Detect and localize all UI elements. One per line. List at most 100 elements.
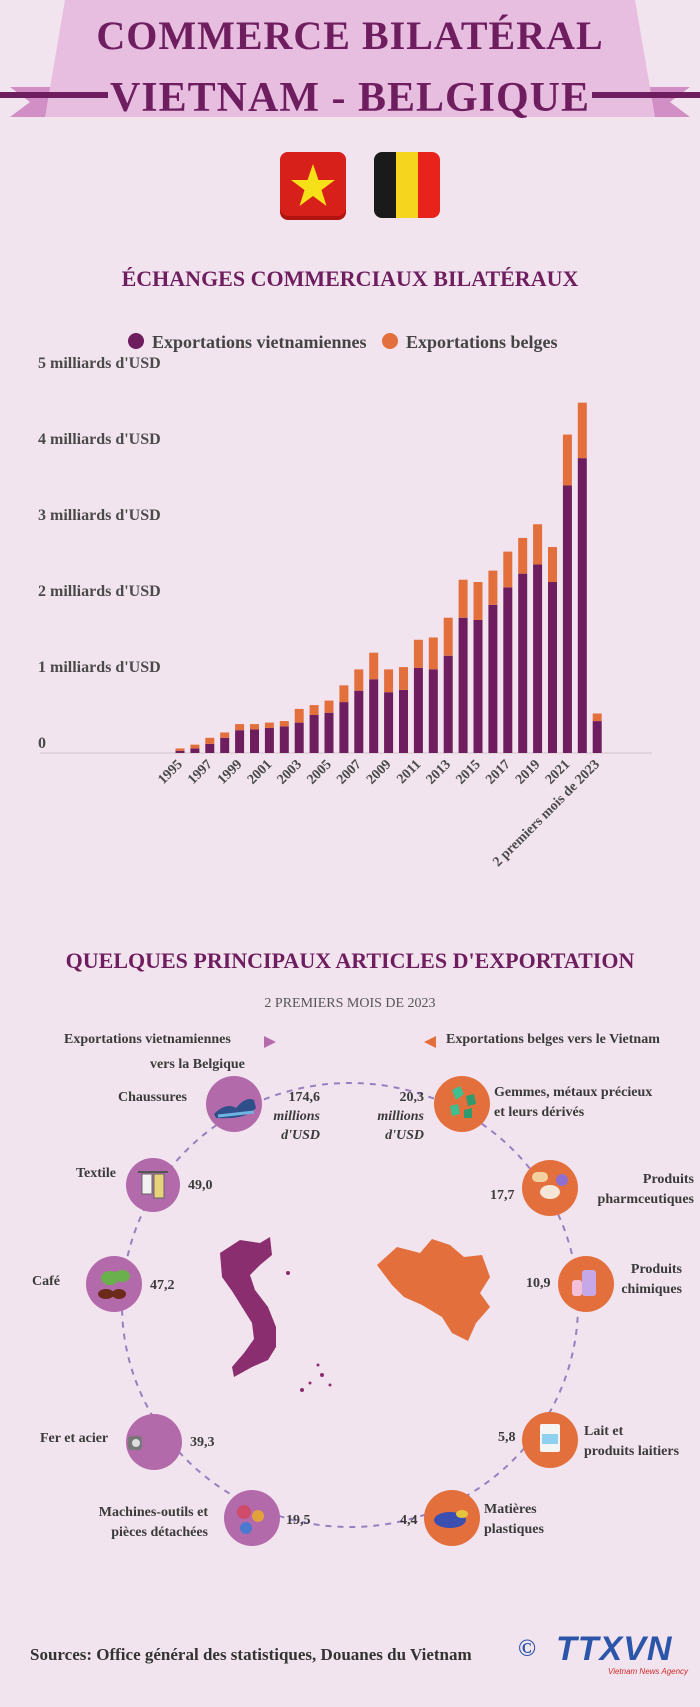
be-item-value-plastiques: 4,4 <box>400 1513 418 1528</box>
vn-item-value-chaussures: 174,6 millions d'USD <box>268 1088 320 1145</box>
vn-value-chaussures: 174,6 <box>288 1090 321 1105</box>
bar-be-1995 <box>175 748 185 751</box>
bar-vn-2020 <box>548 582 557 753</box>
be-plastiques-line1: Matières <box>484 1502 537 1517</box>
bar-be-2004 <box>309 705 319 715</box>
x-tick-2003: 2003 <box>275 757 305 787</box>
x-tick-1999: 1999 <box>215 757 245 787</box>
bar-vn-1995 <box>175 750 185 753</box>
be-item-label-plastiques: Matières plastiques <box>484 1500 544 1540</box>
vn-machines-line2: pièces détachées <box>111 1525 208 1540</box>
bar-vn-1998 <box>220 737 230 753</box>
gem-icon <box>450 1086 476 1118</box>
bar-be-1998 <box>220 732 230 738</box>
bar-vn-2003 <box>294 722 304 753</box>
legend-be-label: Exportations belges <box>406 332 558 352</box>
be-plastiques-line2: plastiques <box>484 1522 544 1537</box>
be-lait-line2: produits laitiers <box>584 1444 680 1459</box>
legend-vn-label: Exportations vietnamiennes <box>152 332 367 352</box>
bar-vn-2008 <box>369 679 379 753</box>
vn-item-value-fer-acier: 39,3 <box>190 1435 215 1450</box>
bar-vn-1996 <box>190 748 200 753</box>
ttxvn-logo-subtitle: Vietnam News Agency <box>608 1667 689 1676</box>
bar-vn-1997 <box>205 743 215 753</box>
x-tick-1995: 1995 <box>155 757 185 787</box>
circle-cafe <box>86 1256 142 1312</box>
arrow-left-icon <box>424 1036 436 1048</box>
title-line-1: COMMERCE BILATÉRAL <box>96 13 604 58</box>
items-section-title: QUELQUES PRINCIPAUX ARTICLES D'EXPORTATI… <box>65 948 635 973</box>
chemical-bottle-icon <box>572 1270 596 1296</box>
pill-icon <box>532 1172 568 1199</box>
bar-vn-2009 <box>384 692 394 753</box>
circle-gemmes <box>434 1076 490 1132</box>
machine-gear-icon <box>237 1505 264 1534</box>
circle-pharma <box>522 1160 578 1216</box>
vn-unit-line2: d'USD <box>281 1128 320 1143</box>
bar-be-2006 <box>339 685 349 703</box>
be-item-label-chimiques: Produits chimiques <box>610 1260 682 1300</box>
vn-item-label-cafe: Café <box>32 1274 60 1289</box>
bar-be-1997 <box>205 737 215 744</box>
vn-machines-line1: Machines-outils et <box>98 1505 208 1520</box>
stacked-bar-chart: 1995 1997 1999 2001 2003 2005 2007 2009 2011 2013… <box>40 402 652 870</box>
be-chimiques-line2: chimiques <box>621 1282 682 1297</box>
be-item-label-gemmes: Gemmes, métaux précieux et leurs dérivés <box>494 1083 652 1123</box>
bar-be-2000 <box>250 724 259 730</box>
bar-be-2002 <box>279 721 289 727</box>
bar-be-2017 <box>503 551 513 588</box>
bar-be-2021 <box>562 434 572 486</box>
circle-fer-acier <box>126 1414 182 1470</box>
vn-header-line2: vers la Belgique <box>150 1057 245 1072</box>
bar-be-2-premiers-mois-de-2023 <box>592 713 602 722</box>
ttxvn-logo: TTXVN <box>556 1630 673 1668</box>
be-lait-line1: Lait et <box>584 1424 624 1439</box>
bar-be-2005 <box>324 700 334 713</box>
bar-be-1996 <box>190 744 200 749</box>
y-tick-1: 1 milliards d'USD <box>38 659 161 676</box>
be-unit-line1: millions <box>377 1109 424 1124</box>
bar-vn-2010 <box>399 689 408 753</box>
bar-be-2012 <box>428 637 438 670</box>
bar-vn-2017 <box>503 587 513 753</box>
x-tick-2007: 2007 <box>334 757 364 787</box>
bar-vn-2016 <box>488 604 498 753</box>
bar-vn-2002 <box>279 726 289 753</box>
vietnam-flag-icon <box>280 152 346 220</box>
legend-vn: Exportations vietnamiennes <box>128 332 367 353</box>
circle-textile <box>126 1158 180 1212</box>
y-tick-5: 5 milliards d'USD <box>38 355 161 372</box>
circle-plastiques <box>424 1490 480 1546</box>
be-chimiques-line1: Produits <box>630 1262 682 1277</box>
vn-item-label-machines: Machines-outils et pièces détachées <box>88 1503 208 1543</box>
bar-be-2018 <box>518 537 528 574</box>
bar-vn-2012 <box>428 669 438 753</box>
be-pharma-line1: Produits <box>642 1172 694 1187</box>
bar-be-2016 <box>488 570 498 605</box>
bar-vn-2022 <box>577 458 587 753</box>
bar-be-2003 <box>294 708 304 723</box>
copyright-symbol: © <box>518 1636 536 1662</box>
x-tick-2011: 2011 <box>394 757 424 787</box>
x-tick-1997: 1997 <box>185 757 215 787</box>
x-tick-2019: 2019 <box>513 757 543 787</box>
milk-icon <box>540 1424 560 1452</box>
bar-vn-2006 <box>339 702 349 753</box>
legend-be: Exportations belges <box>382 332 558 353</box>
plastic-pellet-icon <box>434 1510 468 1528</box>
be-item-label-pharma: Produits pharmceutiques <box>560 1170 694 1210</box>
bar-vn-2004 <box>309 715 319 753</box>
belgium-flag-icon <box>374 152 440 218</box>
bar-be-2014 <box>458 579 468 618</box>
bar-vn-2001 <box>264 727 274 753</box>
legend-vn-swatch <box>128 333 144 349</box>
bar-be-2001 <box>264 722 274 728</box>
circle-chimiques <box>558 1256 614 1312</box>
bar-vn-2-premiers-mois-de-2023 <box>592 721 602 753</box>
sources-text: Sources: Office général des statistiques… <box>30 1645 472 1664</box>
belgium-map-icon <box>377 1239 490 1341</box>
circle-chaussures <box>206 1076 262 1132</box>
vn-item-label-textile: Textile <box>76 1166 116 1181</box>
vn-item-value-textile: 49,0 <box>188 1178 213 1193</box>
x-tick-2005: 2005 <box>304 757 334 787</box>
